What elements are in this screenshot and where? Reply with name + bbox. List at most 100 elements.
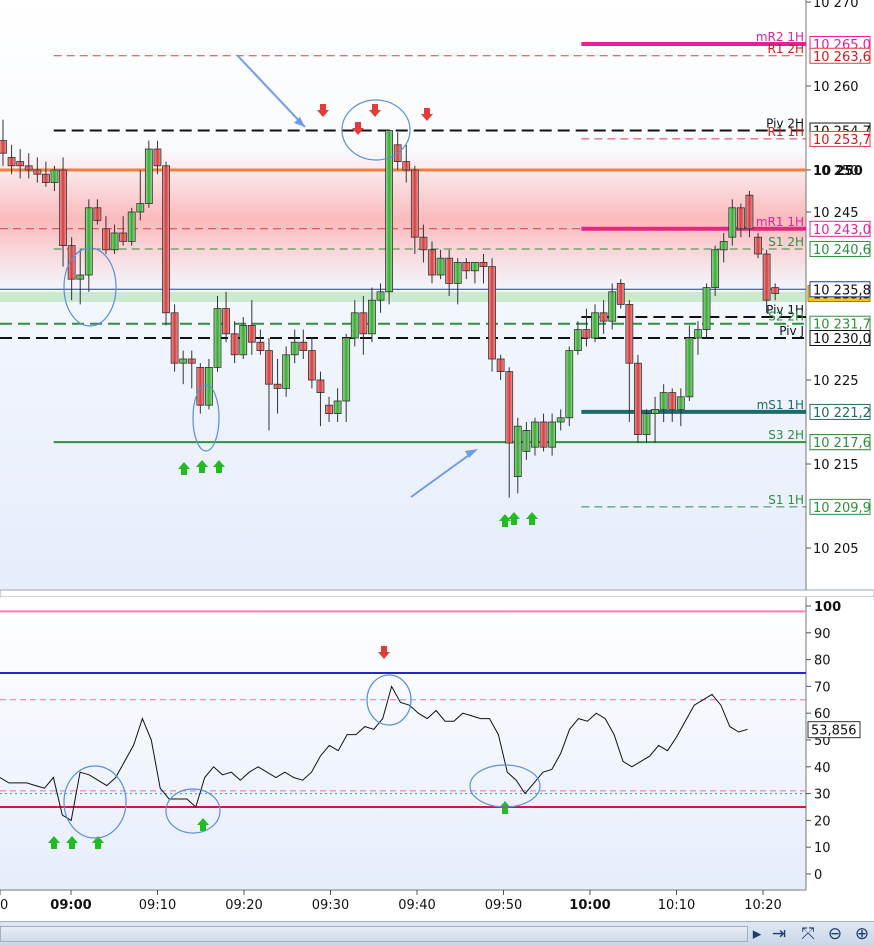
zoom-out-icon[interactable]: ⊖ — [827, 924, 843, 944]
candle-body — [505, 371, 514, 444]
time-tick-label: 09:20 — [225, 898, 262, 913]
level-value-label: 10 235,8 — [813, 283, 871, 298]
zoom-in-icon[interactable]: ⊕ — [854, 924, 870, 944]
candle-body — [50, 169, 59, 184]
level-value-box — [809, 434, 871, 451]
level-value-label: 10 243,0 — [813, 223, 871, 238]
level-value-box — [809, 240, 871, 257]
scroll-end-button[interactable]: ⇥ — [771, 924, 787, 944]
candle-body — [470, 261, 479, 272]
oscillator-panel-background — [0, 597, 806, 890]
candle-body — [213, 308, 222, 368]
candle-body — [419, 236, 428, 251]
candle-body — [119, 232, 128, 242]
level-value-label: 10 253,7 — [813, 133, 871, 148]
time-tick-label: 09:40 — [398, 898, 435, 913]
candle-body — [187, 358, 196, 364]
last-price-band — [0, 292, 806, 302]
level-value-box — [809, 47, 871, 64]
candle-body — [745, 194, 754, 230]
highlight-ellipse — [63, 765, 127, 839]
level-label: Piv 1H — [766, 303, 804, 317]
time-tick-label: 09:30 — [312, 898, 349, 913]
candle-body — [282, 354, 291, 389]
candle-body — [342, 337, 351, 402]
oscillator-hlines — [0, 610, 806, 808]
candle-body — [127, 211, 136, 242]
candle-body — [496, 358, 505, 372]
oscillator-last-box — [807, 721, 861, 739]
candle-body — [659, 392, 668, 410]
candle-body — [239, 324, 248, 356]
candle-body — [625, 303, 634, 364]
level-label: mR2 1H — [756, 30, 804, 44]
candle-body — [402, 161, 411, 171]
candle-body — [84, 207, 93, 276]
price-tick-label: 10 205 — [813, 542, 859, 557]
oscillator-tick-label: 100 — [814, 600, 841, 615]
candle-body — [453, 261, 462, 284]
candle-body — [668, 392, 677, 410]
oscillator-tick-label: 30 — [814, 788, 831, 803]
candle-body — [162, 165, 170, 314]
candle-body — [642, 413, 651, 436]
horizontal-scrollbar[interactable]: ▸ ⇥ ⤧ ⊖ ⊕ — [0, 921, 874, 946]
candle-body — [445, 257, 454, 284]
candle-body — [256, 341, 265, 352]
level-value-label: 10 217,6 — [813, 436, 871, 451]
candle-body — [102, 228, 110, 251]
oscillator-tick-label: 10 — [814, 841, 831, 856]
candle-body — [273, 383, 282, 389]
oscillator-tick-label: 70 — [814, 680, 831, 695]
candle-body — [599, 312, 608, 322]
scroll-right-button[interactable]: ▸ — [752, 924, 762, 944]
pointer-arrow-head — [294, 117, 305, 127]
sell-signal-arrows — [317, 104, 433, 659]
candle-body — [565, 350, 574, 419]
oscillator-line — [0, 685, 748, 822]
candle-body — [436, 257, 445, 276]
pointer-arrow — [410, 449, 477, 498]
price-tick-label: 10 225 — [813, 374, 859, 389]
oscillator-tick-label: 90 — [814, 627, 831, 642]
fit-chart-icon[interactable]: ⤧ — [801, 924, 815, 944]
oscillator-tick-label: 0 — [814, 868, 822, 883]
candle-body — [608, 291, 617, 322]
candle-body — [350, 312, 359, 339]
candle-body — [110, 232, 119, 251]
scrollbar-track[interactable] — [0, 926, 748, 942]
candle-body — [616, 282, 625, 305]
candle-body — [299, 341, 308, 352]
level-label: S2 2H — [768, 310, 804, 324]
level-label: R1 1H — [768, 125, 804, 139]
level-value-label: 10 231,7 — [813, 318, 871, 333]
candle-body — [548, 421, 557, 448]
highlight-ellipse — [192, 384, 220, 452]
candle-body — [290, 341, 299, 356]
candle-body — [428, 249, 436, 276]
level-value-box — [809, 403, 871, 420]
candle-body — [711, 249, 720, 289]
candle-body — [531, 421, 539, 448]
candle-body — [316, 379, 325, 393]
candle-body — [359, 312, 368, 335]
candle-body — [522, 429, 531, 452]
level-value-box — [809, 281, 871, 298]
candle-body — [144, 148, 153, 204]
candle-body — [728, 207, 737, 238]
oscillator-axis-background — [806, 597, 874, 890]
candle-body — [736, 207, 745, 230]
price-tick-label: 10 260 — [813, 80, 859, 95]
candle-body — [179, 358, 188, 364]
level-label: S1 1H — [768, 493, 804, 507]
candle-body — [24, 165, 33, 171]
candle-body — [651, 408, 659, 414]
level-label: S1 2H — [768, 235, 804, 249]
time-tick-label: 09:50 — [485, 898, 522, 913]
candle-body — [153, 148, 162, 167]
candle-body — [33, 169, 42, 175]
oscillator-tick-label: 60 — [814, 707, 831, 722]
candles-layer — [0, 119, 780, 498]
